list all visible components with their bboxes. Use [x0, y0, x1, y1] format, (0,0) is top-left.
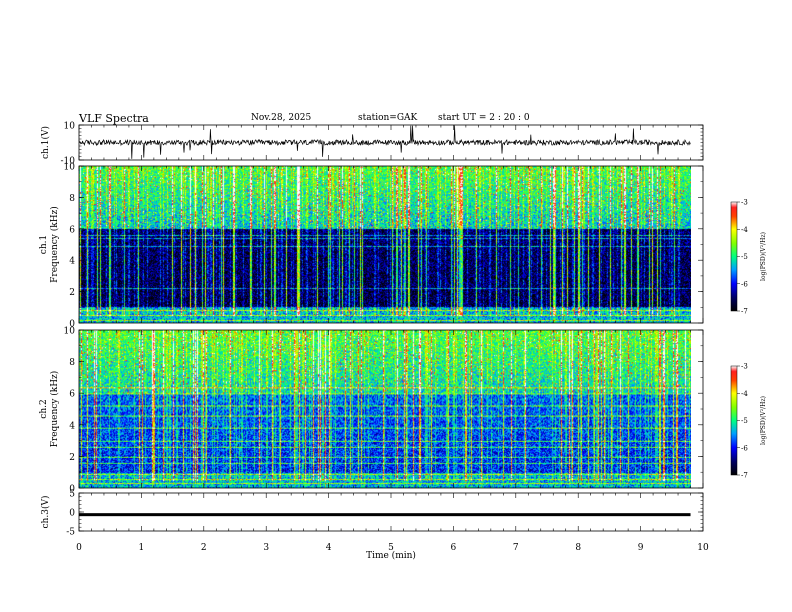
ch2-spectrogram-colorbar-tick-label: -7 — [741, 472, 748, 480]
xtick-label: 7 — [513, 543, 519, 553]
ch1-spectrogram-ytick-label: 2 — [69, 288, 75, 298]
xtick-label: 10 — [697, 543, 709, 553]
date-label: Nov.28, 2025 — [251, 113, 312, 123]
ch1-spectrogram-ytick-label: 4 — [69, 257, 75, 267]
ch2-spectrogram-ylabel-channel: ch.2 — [39, 399, 49, 418]
ch3-waveform-ylabel: ch.3(V) — [40, 496, 51, 529]
ch2-spectrogram-ytick-label: 8 — [69, 358, 75, 368]
ch1-spectrogram-ytick-label: 10 — [64, 163, 76, 173]
ch1-waveform-line — [78, 125, 691, 159]
ch3-waveform-ytick-label: 0 — [69, 509, 75, 519]
xtick-label: 1 — [139, 543, 145, 553]
ch2-spectrogram-colorbar-tick-label: -6 — [741, 444, 748, 452]
xtick-label: 5 — [388, 543, 394, 553]
xtick-label: 9 — [638, 543, 644, 553]
ch2-spectrogram-colorbar-label: log(PSD)(V²/Hz) — [760, 396, 767, 445]
xtick-label: 2 — [201, 543, 207, 553]
ch2-spectrogram-colorbar-tick-label: -5 — [741, 417, 748, 425]
ch1-spectrogram-colorbar-label: log(PSD)(V²/Hz) — [760, 232, 767, 281]
xtick-label: 0 — [76, 543, 82, 553]
station-label: station=GAK — [358, 113, 418, 123]
ch2-spectrogram-ytick-label: 6 — [69, 390, 75, 400]
ch3-waveform-ytick-label: -5 — [66, 528, 75, 538]
ch2-spectrogram-colorbar — [730, 365, 738, 476]
ch2-spectrogram-ytick-label: 0 — [69, 485, 75, 495]
ch1-spectrogram-ytick-label: 6 — [69, 225, 75, 235]
xaxis-label: Time (min) — [366, 550, 416, 561]
ch1-spectrogram-image — [79, 166, 691, 323]
ch1-spectrogram-ylabel-freq: Frequency (kHz) — [49, 206, 60, 283]
xtick-label: 8 — [575, 543, 581, 553]
ch1-spectrogram-ytick-label: 8 — [69, 194, 75, 204]
ch1-spectrogram-colorbar-tick-label: -4 — [741, 226, 748, 234]
ch1-waveform-ytick-label: -10 — [61, 157, 76, 167]
xtick-label: 3 — [263, 543, 269, 553]
ch1-spectrogram-colorbar-tick-label: -6 — [741, 280, 748, 288]
ch2-spectrogram-ytick-label: 10 — [64, 327, 76, 337]
start-ut-label: start UT = 2 : 20 : 0 — [438, 113, 530, 123]
ch2-spectrogram-ytick-label: 4 — [69, 421, 75, 431]
ch1-waveform-ylabel: ch.1(V) — [40, 126, 51, 159]
ch1-spectrogram-ylabel-channel: ch.1 — [39, 235, 49, 254]
chart-title: VLF Spectra — [79, 112, 149, 125]
xtick-label: 4 — [326, 543, 332, 553]
ch1-spectrogram-colorbar-tick-label: -7 — [741, 308, 748, 316]
ch1-spectrogram-colorbar-tick-label: -3 — [741, 199, 748, 207]
xtick-label: 6 — [451, 543, 457, 553]
ch1-spectrogram-ytick-label: 0 — [69, 320, 75, 330]
ch2-spectrogram-image — [79, 330, 691, 488]
ch2-spectrogram-colorbar-tick-label: -3 — [741, 363, 748, 371]
ch1-spectrogram-colorbar — [730, 201, 738, 312]
ch2-spectrogram-ytick-label: 2 — [69, 453, 75, 463]
ch2-spectrogram-colorbar-tick-label: -4 — [741, 390, 748, 398]
ch3-waveform-frame — [78, 492, 704, 532]
ch1-spectrogram-colorbar-tick-label: -5 — [741, 253, 748, 261]
ch3-waveform-ytick-label: 5 — [69, 490, 75, 500]
ch3-waveform-line — [79, 513, 691, 517]
ch1-waveform-ytick-label: 10 — [64, 122, 76, 132]
ch2-spectrogram-ylabel-freq: Frequency (kHz) — [49, 371, 60, 448]
